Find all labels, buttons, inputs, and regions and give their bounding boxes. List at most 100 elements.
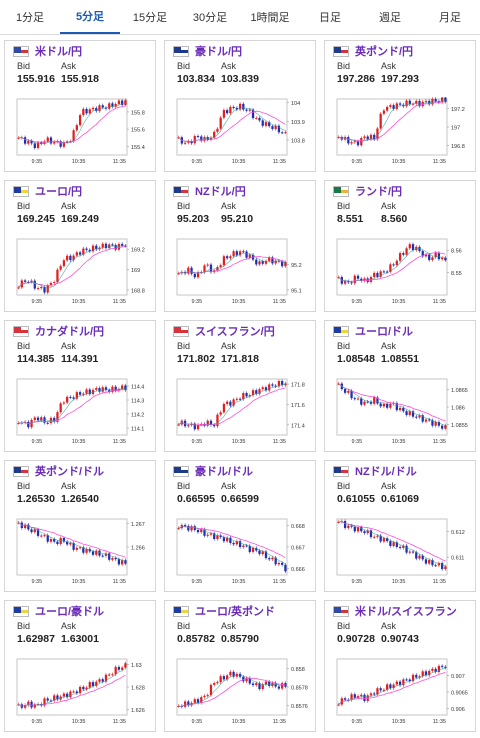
mini-candlestick-chart[interactable]: 114.4 114.3 114.2 114.1 9:35 10:35 11:35 <box>15 377 153 449</box>
candle-body <box>245 109 248 111</box>
pair-name-link[interactable]: スイスフラン/円 <box>195 326 275 338</box>
currency-card[interactable]: 豪ドル/円 Bid Ask 103.834 103.839 104 103.9 10… <box>164 40 316 172</box>
y-tick-label: 0.668 <box>291 524 305 530</box>
tab-1min[interactable]: 1分足 <box>15 12 45 24</box>
pair-name-link[interactable]: NZドル/円 <box>195 186 246 198</box>
candle-body <box>389 403 392 408</box>
pair-name-link[interactable]: ユーロ/円 <box>35 186 83 198</box>
y-tick-label: 114.2 <box>131 413 144 419</box>
candle-body <box>437 563 441 566</box>
mini-candlestick-chart[interactable]: 1.267 1.266 9:35 10:35 11:35 <box>15 517 153 589</box>
mini-candlestick-chart[interactable]: 0.612 0.611 9:35 10:35 11:35 <box>335 517 473 589</box>
tab-monthly[interactable]: 月足 <box>439 12 461 24</box>
candle-body <box>229 256 232 259</box>
currency-card[interactable]: スイスフラン/円 Bid Ask 171.802 171.818 171.8 17… <box>164 320 316 452</box>
candle-body <box>353 694 356 698</box>
currency-card[interactable]: NZドル/ドル Bid Ask 0.61055 0.61069 0.612 0.6… <box>324 460 476 592</box>
candle-body <box>415 552 418 559</box>
pair-name-link[interactable]: NZドル/ドル <box>355 466 417 478</box>
x-tick-label: 9:35 <box>191 159 202 165</box>
candle-body <box>62 142 66 147</box>
pair-name-link[interactable]: 米ドル/スイスフラン <box>355 606 457 618</box>
currency-card[interactable]: ユーロ/英ポンド Bid Ask 0.85782 0.85790 0.858 0.… <box>164 600 316 732</box>
candle-body <box>219 676 222 683</box>
pair-name-link[interactable]: ランド/円 <box>355 186 403 198</box>
x-tick-label: 9:35 <box>31 439 42 445</box>
candle-body <box>350 282 353 284</box>
candle-body <box>216 128 219 132</box>
mini-candlestick-chart[interactable]: 0.907 0.9065 0.906 9:35 10:35 11:35 <box>335 657 473 729</box>
candle-body <box>27 701 30 706</box>
currency-card[interactable]: NZドル/円 Bid Ask 95.203 95.210 95.2 95.1 9:3… <box>164 180 316 312</box>
currency-card[interactable]: 英ポンド/円 Bid Ask 197.286 197.293 197.2 197 1… <box>324 40 476 172</box>
bid-ask-values: 197.286 197.293 <box>325 73 475 89</box>
mini-candlestick-chart[interactable]: 104 103.9 103.8 9:35 10:35 11:35 <box>175 97 313 169</box>
card-header: 米ドル/円 <box>5 41 155 61</box>
mini-candlestick-chart[interactable]: 1.0865 1.086 1.0855 9:35 10:35 11:35 <box>335 377 473 449</box>
candle-body <box>255 117 258 119</box>
tab-daily[interactable]: 日足 <box>319 12 341 24</box>
candle-body <box>373 272 376 278</box>
candle-body <box>238 398 242 400</box>
pair-name-link[interactable]: 米ドル/円 <box>35 46 83 58</box>
pair-name-link[interactable]: カナダドル/円 <box>35 326 105 338</box>
candle-body <box>392 684 395 689</box>
ask-label: Ask <box>221 201 237 211</box>
candle-body <box>196 699 200 703</box>
x-tick-label: 11:35 <box>273 579 286 585</box>
pair-name-link[interactable]: ユーロ/英ポンド <box>195 606 276 618</box>
bid-value: 155.916 <box>17 73 55 85</box>
candle-body <box>46 285 49 293</box>
currency-card[interactable]: 豪ドル/ドル Bid Ask 0.66595 0.66599 0.668 0.66… <box>164 460 316 592</box>
mini-candlestick-chart[interactable]: 169.2 169 168.8 9:35 10:35 11:35 <box>15 237 153 309</box>
tab-weekly[interactable]: 週足 <box>379 12 401 24</box>
ask-label: Ask <box>381 481 397 491</box>
mini-candlestick-chart[interactable]: 1.63 1.628 1.626 9:35 10:35 11:35 <box>15 657 153 729</box>
currency-card[interactable]: ユーロ/豪ドル Bid Ask 1.62987 1.63001 1.63 1.62… <box>4 600 156 732</box>
currency-card[interactable]: ランド/円 Bid Ask 8.551 8.560 8.56 8.55 9:35 10… <box>324 180 476 312</box>
mini-candlestick-chart[interactable]: 171.8 171.6 171.4 9:35 10:35 11:35 <box>175 377 313 449</box>
tab-1hour[interactable]: 1時間足 <box>250 12 290 24</box>
mini-candlestick-chart[interactable]: 197.2 197 196.8 9:35 10:35 11:35 <box>335 97 473 169</box>
candle-body <box>373 134 376 140</box>
pair-name-link[interactable]: 豪ドル/ドル <box>195 466 254 478</box>
mini-candlestick-chart[interactable]: 0.668 0.667 0.666 9:35 10:35 11:35 <box>175 517 313 589</box>
pair-name-link[interactable]: ユーロ/ドル <box>355 326 414 338</box>
pair-name-link[interactable]: 豪ドル/円 <box>195 46 243 58</box>
currency-card[interactable]: ユーロ/円 Bid Ask 169.245 169.249 169.2 169 16… <box>4 180 156 312</box>
bid-ask-values: 0.85782 0.85790 <box>165 633 315 649</box>
candle-body <box>43 535 46 537</box>
pair-name-link[interactable]: ユーロ/豪ドル <box>35 606 105 618</box>
candle-body <box>200 529 203 533</box>
currency-card[interactable]: 英ポンド/ドル Bid Ask 1.26530 1.26540 1.267 1.2… <box>4 460 156 592</box>
candle-body <box>27 140 30 144</box>
ask-label: Ask <box>381 61 397 71</box>
pair-name-link[interactable]: 英ポンド/ドル <box>35 466 105 478</box>
pair-name-link[interactable]: 英ポンド/円 <box>355 46 414 58</box>
moving-average-line <box>18 388 126 425</box>
candle-body <box>72 543 75 550</box>
tab-30min[interactable]: 30分足 <box>192 12 228 24</box>
currency-card[interactable]: 米ドル/円 Bid Ask 155.916 155.918 155.8 155.6… <box>4 40 156 172</box>
y-tick-label: 1.0855 <box>451 423 468 429</box>
x-tick-label: 11:35 <box>113 439 126 445</box>
tab-15min[interactable]: 15分足 <box>132 12 168 24</box>
candle-body <box>78 392 82 395</box>
tab-5min[interactable]: 5分足 <box>60 0 120 34</box>
ask-label: Ask <box>221 341 237 351</box>
candle-body <box>418 415 421 418</box>
mini-candlestick-chart[interactable]: 8.56 8.55 9:35 10:35 11:35 <box>335 237 473 309</box>
mini-candlestick-chart[interactable]: 0.858 0.8578 0.8576 9:35 10:35 11:35 <box>175 657 313 729</box>
mini-candlestick-chart[interactable]: 155.8 155.6 155.4 9:35 10:35 11:35 <box>15 97 153 169</box>
ask-label: Ask <box>381 341 397 351</box>
candle-body <box>124 100 127 105</box>
candle-body <box>98 550 101 556</box>
x-tick-label: 10:35 <box>72 159 86 165</box>
currency-card[interactable]: 米ドル/スイスフラン Bid Ask 0.90728 0.90743 0.907… <box>324 600 476 732</box>
mini-candlestick-chart[interactable]: 95.2 95.1 9:35 10:35 11:35 <box>175 237 313 309</box>
us-flag-icon <box>13 45 29 57</box>
candle-body <box>222 110 226 118</box>
candle-body <box>408 551 411 553</box>
currency-card[interactable]: ユーロ/ドル Bid Ask 1.08548 1.08551 1.0865 1.0… <box>324 320 476 452</box>
currency-card[interactable]: カナダドル/円 Bid Ask 114.385 114.391 114.4 114… <box>4 320 156 452</box>
